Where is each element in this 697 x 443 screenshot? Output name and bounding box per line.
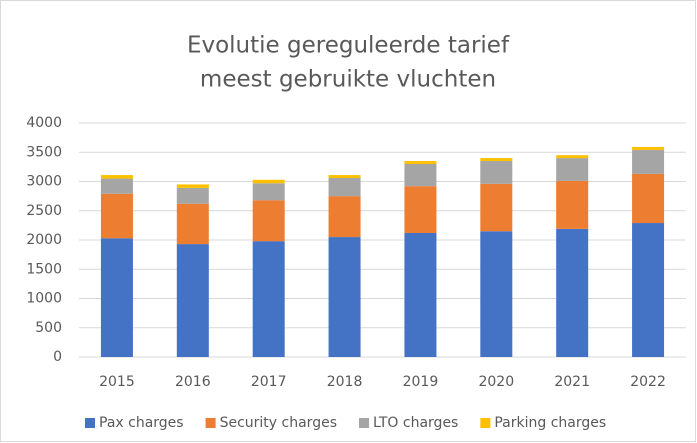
bar-segment bbox=[252, 183, 285, 201]
bar-segment bbox=[556, 155, 589, 159]
bar-segment bbox=[100, 193, 133, 239]
y-tick-label: 1000 bbox=[26, 291, 62, 307]
bar-segment bbox=[632, 223, 665, 357]
bar-segment bbox=[556, 158, 589, 181]
bar-segment bbox=[404, 161, 437, 164]
y-tick-label: 1500 bbox=[26, 261, 62, 277]
bar-segment bbox=[404, 186, 437, 233]
bar-segment bbox=[632, 146, 665, 150]
bar-segment bbox=[176, 187, 209, 204]
bar-segment bbox=[632, 173, 665, 224]
x-tick-label: 2015 bbox=[99, 374, 135, 390]
bar-segment bbox=[480, 183, 513, 232]
y-tick-label: 4000 bbox=[26, 115, 62, 131]
legend-label: Pax charges bbox=[99, 415, 184, 431]
chart-title: Evolutie gereguleerde tarief bbox=[187, 33, 510, 59]
bar-segment bbox=[328, 237, 361, 357]
bar-segment bbox=[480, 231, 513, 357]
legend-label: Security charges bbox=[220, 415, 337, 431]
x-tick-label: 2022 bbox=[630, 374, 666, 390]
x-tick-label: 2018 bbox=[327, 374, 363, 390]
y-tick-label: 3500 bbox=[26, 144, 62, 160]
bar-segment bbox=[100, 175, 133, 179]
bar-segment bbox=[176, 184, 209, 188]
x-tick-label: 2020 bbox=[478, 374, 514, 390]
bar-segment bbox=[100, 238, 133, 357]
y-tick-label: 0 bbox=[53, 349, 62, 365]
bar-segment bbox=[632, 149, 665, 174]
bar-segment bbox=[176, 244, 209, 357]
bar-segment bbox=[252, 200, 285, 242]
legend-label: Parking charges bbox=[494, 415, 606, 431]
bar-segment bbox=[556, 180, 589, 229]
bar-segment bbox=[328, 196, 361, 238]
bar-segment bbox=[100, 178, 133, 194]
y-tick-label: 500 bbox=[35, 320, 62, 336]
x-tick-label: 2016 bbox=[175, 374, 211, 390]
bar-segment bbox=[176, 203, 209, 245]
x-tick-label: 2019 bbox=[403, 374, 439, 390]
bar-segment bbox=[252, 179, 285, 184]
bar-segment bbox=[404, 232, 437, 357]
bar-segment bbox=[556, 228, 589, 357]
bar-segment bbox=[328, 175, 361, 178]
y-tick-label: 2000 bbox=[26, 232, 62, 248]
y-tick-label: 3000 bbox=[26, 174, 62, 190]
chart-title: meest gebruikte vluchten bbox=[200, 67, 496, 93]
bar-segment bbox=[480, 158, 513, 162]
bar-segment bbox=[252, 241, 285, 357]
bar-segment bbox=[480, 161, 513, 184]
legend-swatch bbox=[85, 418, 95, 428]
legend-swatch bbox=[205, 418, 216, 428]
legend-swatch bbox=[480, 418, 491, 428]
bar-segment bbox=[328, 177, 361, 197]
x-tick-label: 2021 bbox=[554, 374, 590, 390]
legend-label: LTO charges bbox=[373, 415, 458, 431]
bar-segment bbox=[404, 163, 437, 187]
legend-swatch bbox=[359, 418, 369, 428]
x-tick-label: 2017 bbox=[251, 374, 287, 390]
y-tick-label: 2500 bbox=[26, 203, 62, 219]
